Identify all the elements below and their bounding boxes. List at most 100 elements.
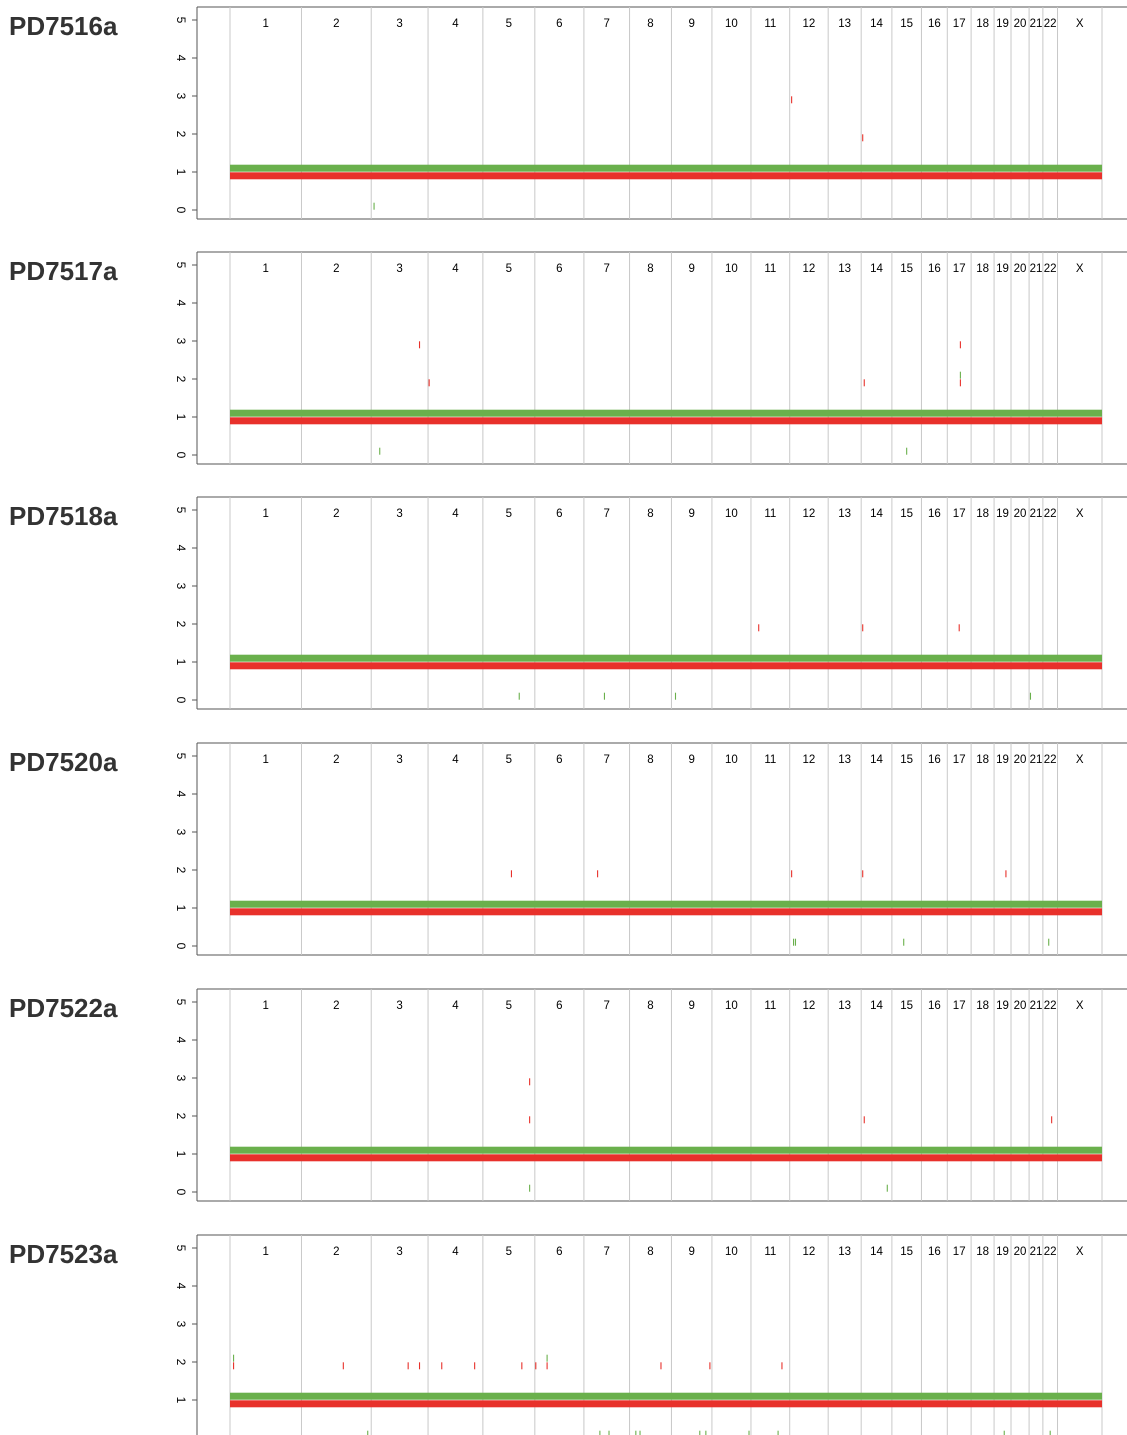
chromosome-label: 11 (764, 1000, 776, 1012)
chromosome-label: 11 (764, 1246, 776, 1258)
y-tick-label: 5 (174, 999, 188, 1006)
chromosome-label: 15 (900, 508, 913, 520)
y-tick-label: 3 (174, 829, 188, 836)
chromosome-label: 4 (452, 263, 459, 275)
chromosome-label: 9 (688, 18, 694, 30)
chromosome-label: 4 (452, 508, 459, 520)
chromosome-label: 8 (647, 754, 653, 766)
chromosome-label: 22 (1044, 263, 1057, 275)
y-tick-label: 1 (174, 1151, 188, 1158)
chromosome-label: 21 (1030, 18, 1043, 30)
chromosome-label: 18 (976, 1000, 989, 1012)
chromosome-label: 7 (604, 18, 610, 30)
chromosome-label: 19 (996, 1246, 1009, 1258)
chromosome-label: 2 (333, 263, 339, 275)
chromosome-label: 1 (263, 1000, 269, 1012)
chromosome-label: 22 (1044, 18, 1057, 30)
chromosome-label: 16 (928, 263, 941, 275)
y-tick-label: 2 (174, 131, 188, 138)
chromosome-label: 17 (953, 1000, 966, 1012)
chromosome-label: 5 (506, 1246, 512, 1258)
chromosome-label: 1 (263, 263, 269, 275)
chromosome-label: 4 (452, 1000, 459, 1012)
chromosome-label: 20 (1014, 1246, 1027, 1258)
chromosome-label: 12 (803, 263, 816, 275)
chromosome-label: 3 (396, 1000, 402, 1012)
chromosome-label: 2 (333, 508, 339, 520)
chromosome-label: 7 (604, 1246, 610, 1258)
y-tick-label: 3 (174, 583, 188, 590)
y-tick-label: 3 (174, 1321, 188, 1328)
chromosome-label: 14 (870, 1000, 883, 1012)
sample-label: PD7522a (9, 993, 118, 1023)
chromosome-label: 7 (604, 508, 610, 520)
chromosome-label: 9 (688, 1000, 694, 1012)
chromosome-label: 4 (452, 1246, 459, 1258)
chromosome-label: 1 (263, 754, 269, 766)
y-tick-label: 3 (174, 338, 188, 345)
chromosome-label: 6 (556, 1000, 562, 1012)
chromosome-label: 11 (764, 18, 776, 30)
y-tick-label: 0 (174, 943, 188, 950)
y-tick-label: 4 (174, 1283, 188, 1290)
chromosome-label: 15 (900, 1246, 913, 1258)
chromosome-label: 9 (688, 1246, 694, 1258)
chromosome-label: X (1076, 754, 1084, 766)
chromosome-label: 4 (452, 18, 459, 30)
chromosome-label: 10 (725, 754, 738, 766)
chromosome-label: 14 (870, 754, 883, 766)
chromosome-label: 13 (838, 754, 851, 766)
y-tick-label: 0 (174, 207, 188, 214)
chromosome-label: 10 (725, 508, 738, 520)
chromosome-label: 1 (263, 508, 269, 520)
chromosome-label: 10 (725, 1246, 738, 1258)
major-copy-number-bar (230, 164, 1102, 172)
y-tick-label: 1 (174, 1397, 188, 1404)
chromosome-label: 2 (333, 1246, 339, 1258)
chromosome-label: 13 (838, 1000, 851, 1012)
chromosome-label: 9 (688, 508, 694, 520)
chromosome-label: 6 (556, 263, 562, 275)
chromosome-label: 12 (803, 1000, 816, 1012)
chromosome-label: 4 (452, 754, 459, 766)
chromosome-label: X (1076, 18, 1084, 30)
chromosome-label: 5 (506, 508, 512, 520)
y-tick-label: 4 (174, 791, 188, 798)
chromosome-label: 19 (996, 1000, 1009, 1012)
chromosome-label: 2 (333, 754, 339, 766)
chromosome-label: 18 (976, 1246, 989, 1258)
y-tick-label: 3 (174, 1075, 188, 1082)
chromosome-label: 20 (1014, 1000, 1027, 1012)
chromosome-label: 9 (688, 263, 694, 275)
sample-label: PD7516a (9, 11, 118, 41)
y-tick-label: 0 (174, 1189, 188, 1196)
chromosome-label: 1 (263, 18, 269, 30)
y-tick-label: 5 (174, 753, 188, 760)
chromosome-label: 15 (900, 1000, 913, 1012)
y-tick-label: 1 (174, 414, 188, 421)
chromosome-label: 1 (263, 1246, 269, 1258)
chromosome-label: 5 (506, 263, 512, 275)
chromosome-label: 20 (1014, 263, 1027, 275)
y-tick-label: 4 (174, 545, 188, 552)
y-tick-label: 2 (174, 1113, 188, 1120)
chromosome-label: 18 (976, 263, 989, 275)
y-tick-label: 2 (174, 376, 188, 383)
chromosome-label: 17 (953, 1246, 966, 1258)
chromosome-label: X (1076, 508, 1084, 520)
y-tick-label: 4 (174, 55, 188, 62)
chromosome-label: X (1076, 263, 1084, 275)
chromosome-label: 20 (1014, 18, 1027, 30)
y-tick-label: 5 (174, 17, 188, 24)
major-copy-number-bar (230, 654, 1102, 662)
chromosome-label: 15 (900, 754, 913, 766)
major-copy-number-bar (230, 900, 1102, 908)
y-tick-label: 2 (174, 621, 188, 628)
chromosome-label: 6 (556, 18, 562, 30)
chromosome-label: 22 (1044, 754, 1057, 766)
chromosome-label: 8 (647, 18, 653, 30)
y-tick-label: 2 (174, 1359, 188, 1366)
chromosome-label: 14 (870, 1246, 883, 1258)
chromosome-label: 8 (647, 1246, 653, 1258)
